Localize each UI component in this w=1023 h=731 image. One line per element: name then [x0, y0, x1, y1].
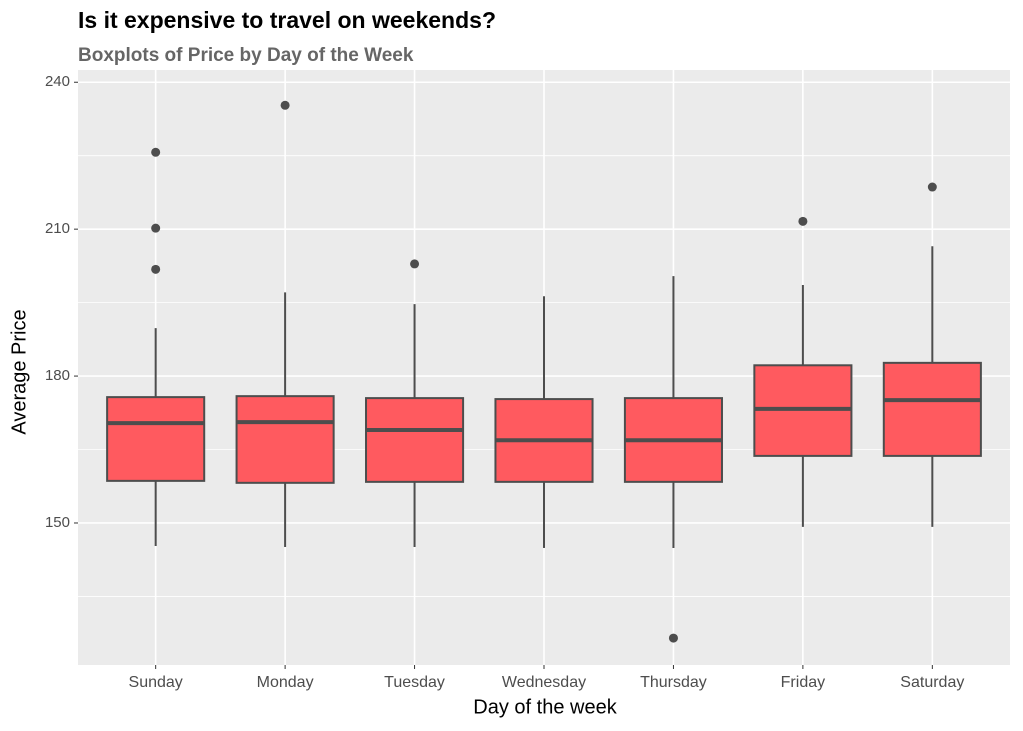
- outlier: [410, 259, 420, 269]
- y-tick-label: 180: [45, 367, 70, 384]
- outlier: [151, 223, 161, 233]
- y-axis-label: Average Price: [8, 309, 30, 434]
- x-tick-label: Tuesday: [384, 674, 445, 691]
- box: [235, 395, 335, 484]
- outlier: [151, 147, 161, 157]
- x-tick-label: Monday: [257, 674, 314, 691]
- chart-subtitle: Boxplots of Price by Day of the Week: [78, 45, 414, 66]
- x-axis-label: Day of the week: [473, 696, 617, 718]
- x-tick-label: Sunday: [129, 674, 183, 691]
- outlier: [798, 216, 808, 226]
- chart-title: Is it expensive to travel on weekends?: [78, 7, 496, 33]
- outlier: [927, 182, 937, 192]
- y-tick-label: 150: [45, 514, 70, 531]
- x-tick-label: Friday: [781, 674, 825, 691]
- outlier: [668, 633, 678, 643]
- outlier: [280, 100, 290, 110]
- box: [365, 397, 465, 483]
- box: [882, 361, 982, 457]
- box: [106, 396, 206, 482]
- y-tick-label: 240: [45, 73, 70, 90]
- x-tick-label: Saturday: [900, 674, 964, 691]
- x-tick-label: Wednesday: [502, 674, 586, 691]
- outlier: [151, 264, 161, 274]
- x-tick-label: Thursday: [640, 674, 707, 691]
- y-tick-label: 210: [45, 220, 70, 237]
